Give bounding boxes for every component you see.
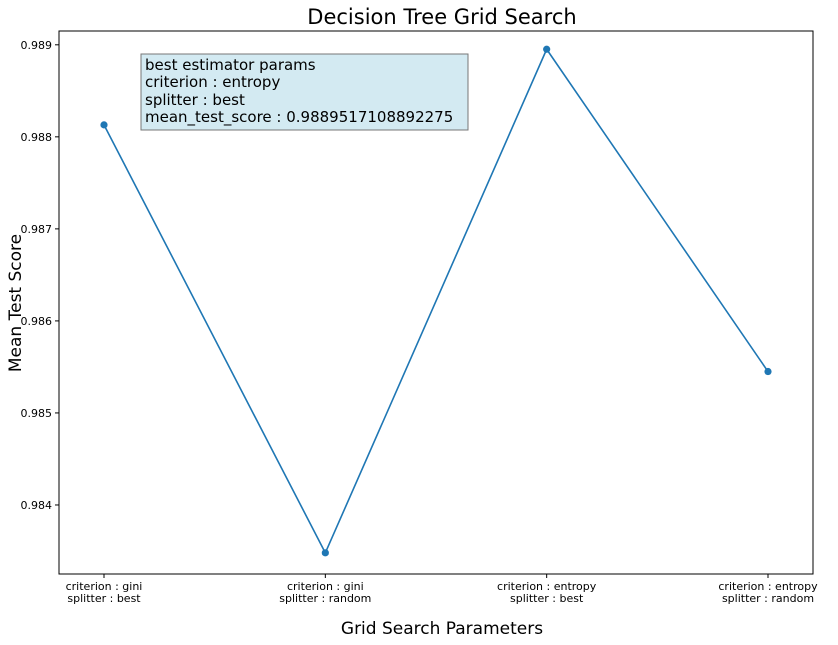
y-tick-label: 0.986 <box>21 315 53 328</box>
x-tick-label-line: criterion : entropy <box>497 580 597 593</box>
x-tick-label-line: criterion : entropy <box>718 580 818 593</box>
plot-frame <box>58 30 814 575</box>
y-axis-ticks: 0.984 0.985 0.986 0.987 0.988 0.989 <box>21 39 59 512</box>
y-tick-label: 0.987 <box>21 223 53 236</box>
annotation-line-3: splitter : best <box>145 91 245 109</box>
x-tick-label-line: splitter : best <box>510 592 584 605</box>
x-tick-label-line: splitter : random <box>722 592 814 605</box>
y-tick-label: 0.989 <box>21 39 53 52</box>
annotation-line-2: criterion : entropy <box>145 73 280 91</box>
data-point <box>543 45 551 53</box>
series-layer <box>100 45 772 557</box>
x-tick-label: criterion : gini splitter : best <box>66 580 143 605</box>
series-line <box>103 48 769 554</box>
x-tick-label-line: splitter : best <box>67 592 141 605</box>
plot-area <box>58 30 814 575</box>
x-tick-label-line: criterion : gini <box>66 580 143 593</box>
x-tick-label-line: splitter : random <box>279 592 371 605</box>
y-axis-label: Mean Test Score <box>6 234 26 372</box>
annotation-box <box>140 53 469 131</box>
data-point <box>764 367 772 376</box>
x-axis-ticks: criterion : gini splitter : bestcriterion… <box>66 574 818 605</box>
y-tick-label: 0.984 <box>21 499 53 512</box>
y-tick-label: 0.988 <box>21 131 53 144</box>
annotation-line-4: mean_test_score : 0.9889517108892275 <box>145 108 453 127</box>
x-tick-label-line: criterion : gini <box>287 580 364 593</box>
y-tick-label: 0.985 <box>21 407 53 420</box>
x-tick-label: criterion : entropy splitter : random <box>718 580 818 605</box>
data-point <box>100 121 108 129</box>
x-axis-label: Grid Search Parameters <box>341 619 543 639</box>
x-tick-label: criterion : gini splitter : random <box>279 580 371 605</box>
best-params-annotation: best estimator params criterion : entrop… <box>140 53 469 131</box>
annotation-line-1: best estimator params <box>145 56 316 74</box>
data-point <box>321 549 329 557</box>
x-tick-label: criterion : entropy splitter : best <box>497 580 597 605</box>
chart-title: Decision Tree Grid Search <box>307 5 576 29</box>
